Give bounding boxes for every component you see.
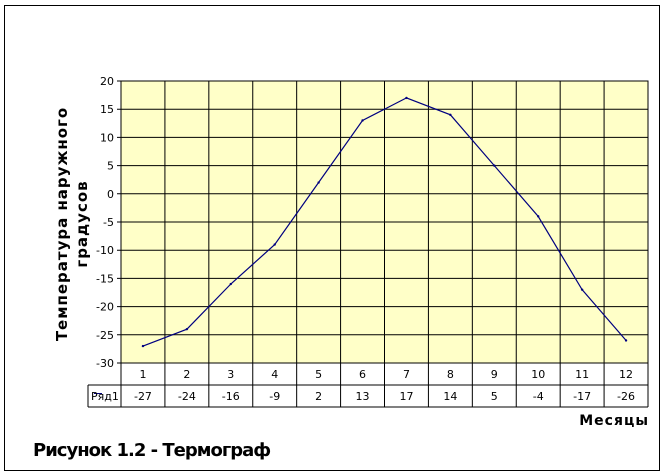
x-tick-label: 9 <box>491 368 498 381</box>
data-table-value: 14 <box>443 390 457 403</box>
x-tick-label: 8 <box>447 368 454 381</box>
x-tick-label: 4 <box>271 368 278 381</box>
data-table-value: 2 <box>315 390 322 403</box>
x-tick-label: 10 <box>531 368 545 381</box>
data-table-value: 13 <box>356 390 370 403</box>
y-tick-label: -25 <box>96 329 114 342</box>
figure-caption: Рисунок 1.2 - Термограф <box>33 440 271 461</box>
data-point <box>405 96 408 100</box>
x-tick-label: 5 <box>315 368 322 381</box>
data-table-value: -9 <box>269 390 280 403</box>
data-point <box>185 327 189 331</box>
data-point <box>273 243 276 246</box>
y-tick-label: 5 <box>107 160 114 173</box>
data-table-value: -17 <box>573 390 591 403</box>
data-point <box>449 113 452 117</box>
data-table-value: -4 <box>533 390 544 403</box>
y-tick-label: -30 <box>96 357 114 370</box>
x-axis-title: Месяцы <box>579 413 649 429</box>
data-point <box>493 164 496 167</box>
y-tick-label: 20 <box>100 75 114 88</box>
data-point <box>624 339 628 342</box>
data-table-value: -27 <box>134 390 152 403</box>
x-tick-label: 3 <box>227 368 234 381</box>
data-table-value: -24 <box>178 390 196 403</box>
y-tick-label: 10 <box>100 131 114 144</box>
y-tick-label: -10 <box>96 244 114 257</box>
x-tick-label: 2 <box>183 368 190 381</box>
chart-frame <box>4 5 660 471</box>
data-point <box>317 181 320 184</box>
x-tick-label: 12 <box>619 368 633 381</box>
y-tick-label: 0 <box>107 188 114 201</box>
data-point <box>537 215 540 218</box>
y-axis-title: Температура наружного <box>53 107 71 341</box>
y-tick-label: 15 <box>100 103 114 116</box>
data-table-value: -26 <box>617 390 635 403</box>
data-point <box>361 119 364 122</box>
y-axis-title: градусов <box>73 180 91 267</box>
y-tick-label: -5 <box>103 216 114 229</box>
y-tick-label: -15 <box>96 272 114 285</box>
x-tick-label: 1 <box>139 368 146 381</box>
legend-key <box>94 393 102 394</box>
data-point <box>580 288 584 291</box>
data-point <box>229 282 232 286</box>
data-table-value: 5 <box>491 390 498 403</box>
x-tick-label: 11 <box>575 368 589 381</box>
x-tick-label: 7 <box>403 368 410 381</box>
data-table-value: -16 <box>222 390 240 403</box>
series-line <box>142 97 627 347</box>
data-table-value: 17 <box>399 390 413 403</box>
series-name: Ряд1 <box>91 390 119 403</box>
x-tick-label: 6 <box>359 368 366 381</box>
y-tick-label: -20 <box>96 301 114 314</box>
data-point <box>141 344 145 348</box>
